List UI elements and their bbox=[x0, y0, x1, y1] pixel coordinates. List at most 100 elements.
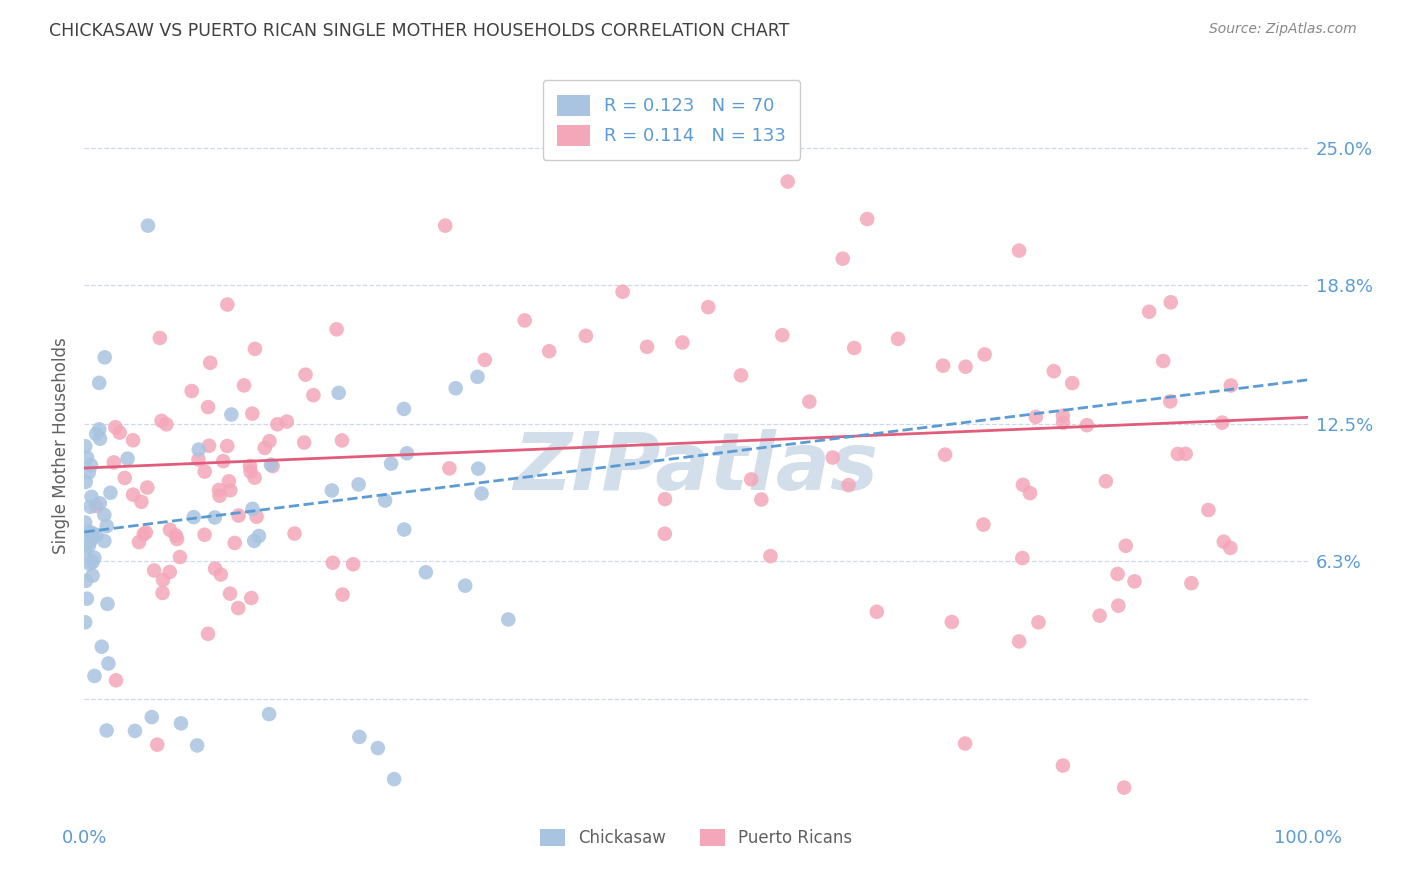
Point bbox=[122, 488, 145, 502]
Point bbox=[322, 556, 344, 570]
Point bbox=[239, 465, 262, 479]
Point bbox=[1019, 486, 1042, 500]
Point bbox=[146, 738, 169, 752]
Point bbox=[844, 341, 866, 355]
Point bbox=[217, 439, 239, 453]
Point bbox=[575, 328, 598, 343]
Point bbox=[513, 313, 536, 327]
Point bbox=[83, 669, 105, 683]
Point bbox=[392, 523, 415, 537]
Point bbox=[186, 739, 208, 753]
Point bbox=[79, 500, 101, 514]
Point bbox=[166, 532, 188, 546]
Point bbox=[972, 517, 994, 532]
Point bbox=[1167, 447, 1189, 461]
Point bbox=[165, 528, 187, 542]
Point bbox=[821, 450, 844, 465]
Point bbox=[538, 344, 561, 359]
Point bbox=[934, 448, 956, 462]
Point bbox=[93, 508, 115, 522]
Point bbox=[382, 772, 405, 786]
Point bbox=[654, 526, 676, 541]
Point bbox=[135, 525, 157, 540]
Point bbox=[80, 458, 103, 473]
Point bbox=[498, 612, 520, 626]
Point bbox=[77, 524, 100, 539]
Point bbox=[219, 587, 242, 601]
Point bbox=[187, 442, 209, 457]
Point bbox=[97, 657, 120, 671]
Point bbox=[75, 546, 97, 560]
Point bbox=[474, 352, 496, 367]
Point bbox=[170, 716, 193, 731]
Point bbox=[187, 452, 209, 467]
Point bbox=[838, 478, 860, 492]
Point bbox=[122, 434, 145, 448]
Point bbox=[342, 558, 364, 572]
Point bbox=[131, 495, 153, 509]
Point bbox=[80, 525, 103, 540]
Point bbox=[197, 400, 219, 414]
Point bbox=[1043, 364, 1066, 378]
Point bbox=[395, 446, 418, 460]
Point bbox=[367, 741, 389, 756]
Point bbox=[1095, 475, 1118, 489]
Point bbox=[471, 486, 494, 500]
Point bbox=[228, 508, 250, 523]
Point bbox=[194, 527, 217, 541]
Point bbox=[208, 489, 231, 503]
Point bbox=[932, 359, 955, 373]
Point bbox=[1211, 416, 1233, 430]
Text: CHICKASAW VS PUERTO RICAN SINGLE MOTHER HOUSEHOLDS CORRELATION CHART: CHICKASAW VS PUERTO RICAN SINGLE MOTHER … bbox=[49, 22, 790, 40]
Point bbox=[152, 586, 174, 600]
Y-axis label: Single Mother Households: Single Mother Households bbox=[52, 338, 70, 554]
Point bbox=[246, 509, 269, 524]
Point bbox=[169, 549, 191, 564]
Point bbox=[219, 483, 242, 498]
Legend: Chickasaw, Puerto Ricans: Chickasaw, Puerto Ricans bbox=[533, 822, 859, 854]
Point bbox=[100, 485, 122, 500]
Point bbox=[204, 510, 226, 524]
Point bbox=[132, 527, 155, 541]
Point bbox=[955, 359, 977, 374]
Point bbox=[1008, 244, 1031, 258]
Point bbox=[776, 175, 799, 189]
Point bbox=[973, 347, 995, 361]
Point bbox=[79, 534, 101, 549]
Point bbox=[180, 384, 202, 398]
Point bbox=[239, 458, 262, 473]
Point bbox=[292, 435, 315, 450]
Point bbox=[242, 501, 264, 516]
Point bbox=[1107, 599, 1129, 613]
Point bbox=[75, 615, 97, 630]
Point bbox=[82, 568, 104, 582]
Point bbox=[200, 356, 222, 370]
Point bbox=[75, 574, 97, 588]
Point bbox=[83, 550, 105, 565]
Point bbox=[82, 531, 104, 545]
Point bbox=[259, 434, 281, 449]
Point bbox=[198, 439, 221, 453]
Point bbox=[89, 422, 111, 436]
Point bbox=[96, 597, 118, 611]
Point bbox=[1174, 447, 1197, 461]
Point bbox=[128, 535, 150, 549]
Point bbox=[294, 368, 316, 382]
Point bbox=[831, 252, 853, 266]
Point bbox=[1088, 608, 1111, 623]
Point bbox=[96, 723, 118, 738]
Point bbox=[283, 526, 305, 541]
Point bbox=[197, 627, 219, 641]
Point bbox=[1115, 539, 1137, 553]
Point bbox=[243, 533, 266, 548]
Point bbox=[1159, 394, 1181, 409]
Point bbox=[209, 567, 232, 582]
Point bbox=[1123, 574, 1146, 589]
Point bbox=[1008, 634, 1031, 648]
Point bbox=[262, 458, 284, 473]
Point bbox=[887, 332, 910, 346]
Point bbox=[467, 461, 489, 475]
Point bbox=[224, 536, 246, 550]
Point bbox=[636, 340, 658, 354]
Point bbox=[434, 219, 457, 233]
